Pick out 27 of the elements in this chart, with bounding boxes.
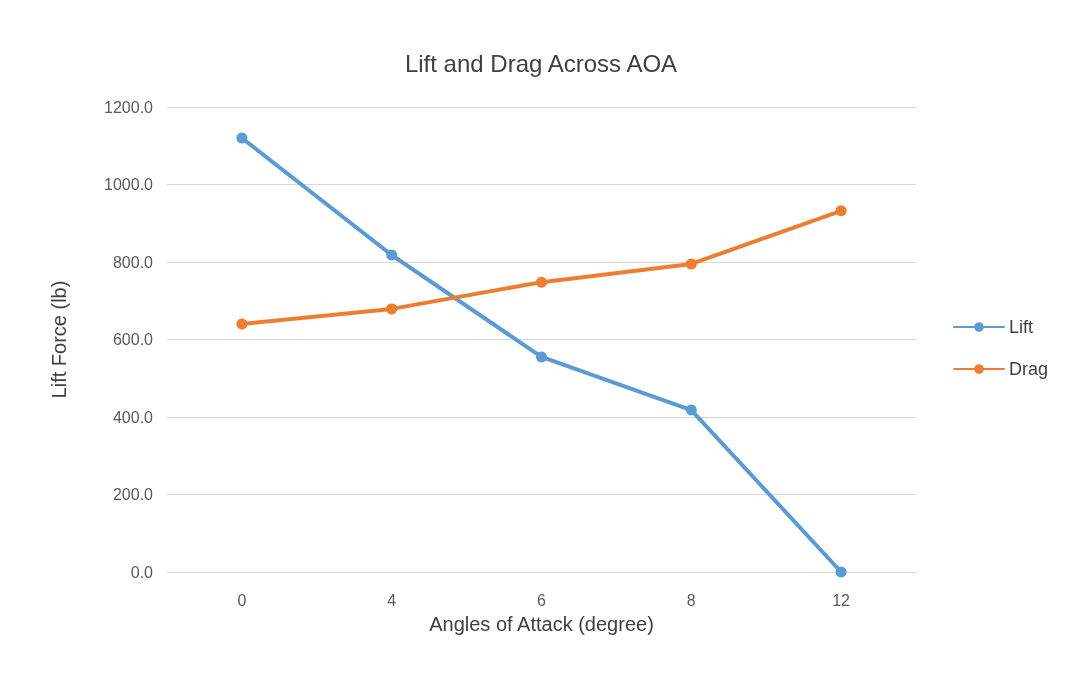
legend-label: Lift: [1009, 317, 1034, 337]
x-tick-label: 0: [237, 591, 247, 609]
legend-label: Drag: [1009, 359, 1049, 379]
x-tick-label: 8: [686, 591, 696, 609]
point: [236, 318, 248, 330]
x-tick-label: 4: [387, 591, 397, 609]
y-tick-label: 800.0: [112, 253, 154, 271]
point: [835, 566, 847, 578]
point: [835, 205, 847, 217]
point: [386, 303, 398, 315]
point: [236, 132, 248, 144]
x-tick-label: 6: [537, 591, 547, 609]
y-tick-label: 200.0: [112, 486, 154, 503]
y-axis-title: Lift Force (lb): [48, 280, 70, 399]
y-tick-label: 600.0: [112, 331, 154, 348]
point: [386, 249, 398, 261]
point: [685, 258, 697, 270]
point: [536, 351, 547, 363]
y-tick-label: 0.0: [130, 563, 154, 581]
x-axis-title: Angles of Attack (degree): [429, 613, 654, 635]
point: [685, 404, 697, 416]
x-tick-label: 12: [832, 591, 851, 609]
point: [536, 276, 547, 288]
y-tick-label: 400.0: [112, 408, 154, 426]
y-tick-label: 1200.0: [104, 98, 154, 116]
chart-title: Lift and Drag Across AOA: [404, 49, 678, 77]
y-tick-label: 1000.0: [104, 176, 154, 193]
